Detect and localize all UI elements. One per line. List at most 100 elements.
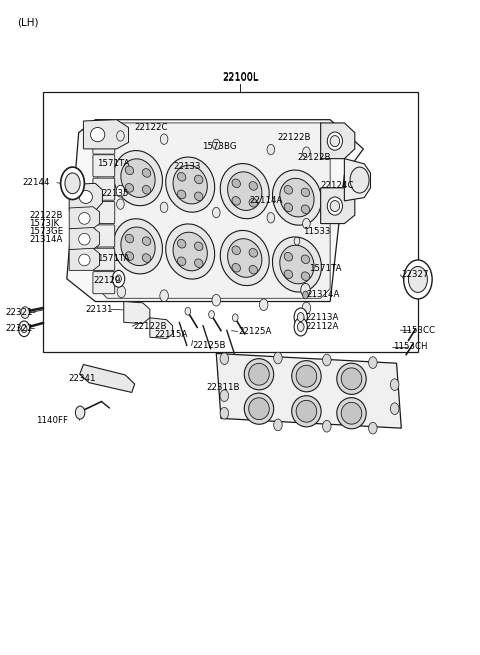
Text: 22113A: 22113A: [305, 312, 338, 322]
Ellipse shape: [337, 364, 366, 394]
Polygon shape: [124, 301, 150, 324]
Circle shape: [408, 267, 427, 292]
Circle shape: [220, 353, 228, 365]
Circle shape: [323, 354, 331, 365]
Circle shape: [390, 403, 399, 415]
Ellipse shape: [125, 183, 134, 192]
Circle shape: [294, 308, 307, 326]
Ellipse shape: [244, 393, 274, 424]
Circle shape: [185, 307, 191, 315]
FancyBboxPatch shape: [93, 272, 115, 293]
Ellipse shape: [166, 157, 215, 212]
Text: 22321: 22321: [5, 308, 33, 317]
Text: 22100L: 22100L: [222, 73, 258, 83]
Circle shape: [160, 202, 168, 213]
Ellipse shape: [284, 203, 293, 212]
Circle shape: [213, 139, 220, 149]
Text: 22135: 22135: [101, 189, 129, 198]
Ellipse shape: [273, 170, 322, 225]
Ellipse shape: [178, 257, 186, 265]
Circle shape: [117, 199, 124, 210]
Ellipse shape: [249, 265, 257, 274]
Ellipse shape: [194, 242, 203, 251]
Polygon shape: [69, 183, 102, 211]
Ellipse shape: [228, 172, 262, 210]
Ellipse shape: [125, 166, 134, 175]
Ellipse shape: [301, 205, 310, 214]
Ellipse shape: [337, 398, 366, 429]
Ellipse shape: [121, 159, 155, 197]
Polygon shape: [69, 227, 99, 250]
Circle shape: [21, 307, 29, 318]
Circle shape: [117, 131, 124, 141]
Circle shape: [75, 406, 85, 419]
Circle shape: [212, 294, 220, 306]
Ellipse shape: [232, 196, 240, 205]
Polygon shape: [321, 123, 355, 159]
Ellipse shape: [173, 165, 207, 204]
Text: 22122B: 22122B: [29, 212, 62, 220]
Ellipse shape: [125, 234, 134, 243]
Circle shape: [260, 299, 268, 310]
Ellipse shape: [178, 190, 186, 198]
Ellipse shape: [301, 188, 310, 196]
Ellipse shape: [194, 175, 203, 184]
Text: 22133: 22133: [174, 162, 201, 171]
Bar: [43, 92, 418, 352]
Circle shape: [160, 134, 168, 144]
Polygon shape: [80, 365, 135, 392]
Circle shape: [220, 390, 228, 402]
Text: 22100L: 22100L: [222, 72, 258, 82]
FancyBboxPatch shape: [93, 132, 115, 154]
Circle shape: [116, 185, 125, 197]
Text: 21314A: 21314A: [29, 234, 62, 244]
Ellipse shape: [249, 248, 257, 257]
Ellipse shape: [113, 151, 162, 206]
Ellipse shape: [280, 178, 314, 217]
Ellipse shape: [220, 231, 269, 286]
Ellipse shape: [91, 128, 105, 141]
Ellipse shape: [330, 200, 340, 212]
Ellipse shape: [173, 233, 207, 271]
Ellipse shape: [330, 136, 340, 147]
Text: 22125A: 22125A: [239, 327, 272, 336]
Ellipse shape: [228, 238, 262, 277]
Ellipse shape: [249, 398, 269, 420]
Ellipse shape: [249, 364, 269, 385]
FancyBboxPatch shape: [93, 202, 115, 223]
Text: 22129: 22129: [93, 276, 120, 285]
FancyBboxPatch shape: [93, 225, 115, 247]
Text: 1573JK: 1573JK: [29, 219, 59, 228]
Ellipse shape: [121, 227, 155, 266]
Polygon shape: [150, 318, 173, 339]
Polygon shape: [69, 207, 99, 229]
Circle shape: [302, 218, 310, 229]
Ellipse shape: [232, 179, 240, 187]
Ellipse shape: [232, 246, 240, 255]
Ellipse shape: [125, 252, 134, 261]
Circle shape: [404, 260, 432, 299]
Circle shape: [65, 173, 80, 194]
Ellipse shape: [79, 233, 90, 245]
Circle shape: [220, 407, 228, 419]
Text: 22115A: 22115A: [155, 330, 188, 339]
Circle shape: [274, 352, 282, 364]
Text: 11533: 11533: [303, 227, 331, 236]
Text: (LH): (LH): [17, 17, 38, 27]
Ellipse shape: [79, 191, 93, 204]
Ellipse shape: [341, 368, 362, 390]
Text: 22327: 22327: [401, 271, 429, 280]
Ellipse shape: [301, 272, 310, 280]
Text: 22131: 22131: [86, 305, 113, 314]
Text: 1140FF: 1140FF: [36, 416, 68, 425]
Ellipse shape: [113, 219, 162, 274]
Ellipse shape: [284, 270, 293, 278]
Circle shape: [390, 379, 399, 390]
Ellipse shape: [79, 213, 90, 224]
Circle shape: [298, 322, 304, 331]
Ellipse shape: [142, 168, 151, 178]
Circle shape: [116, 275, 121, 283]
Text: 1153CC: 1153CC: [401, 326, 435, 335]
Ellipse shape: [178, 172, 186, 181]
Ellipse shape: [284, 185, 293, 194]
